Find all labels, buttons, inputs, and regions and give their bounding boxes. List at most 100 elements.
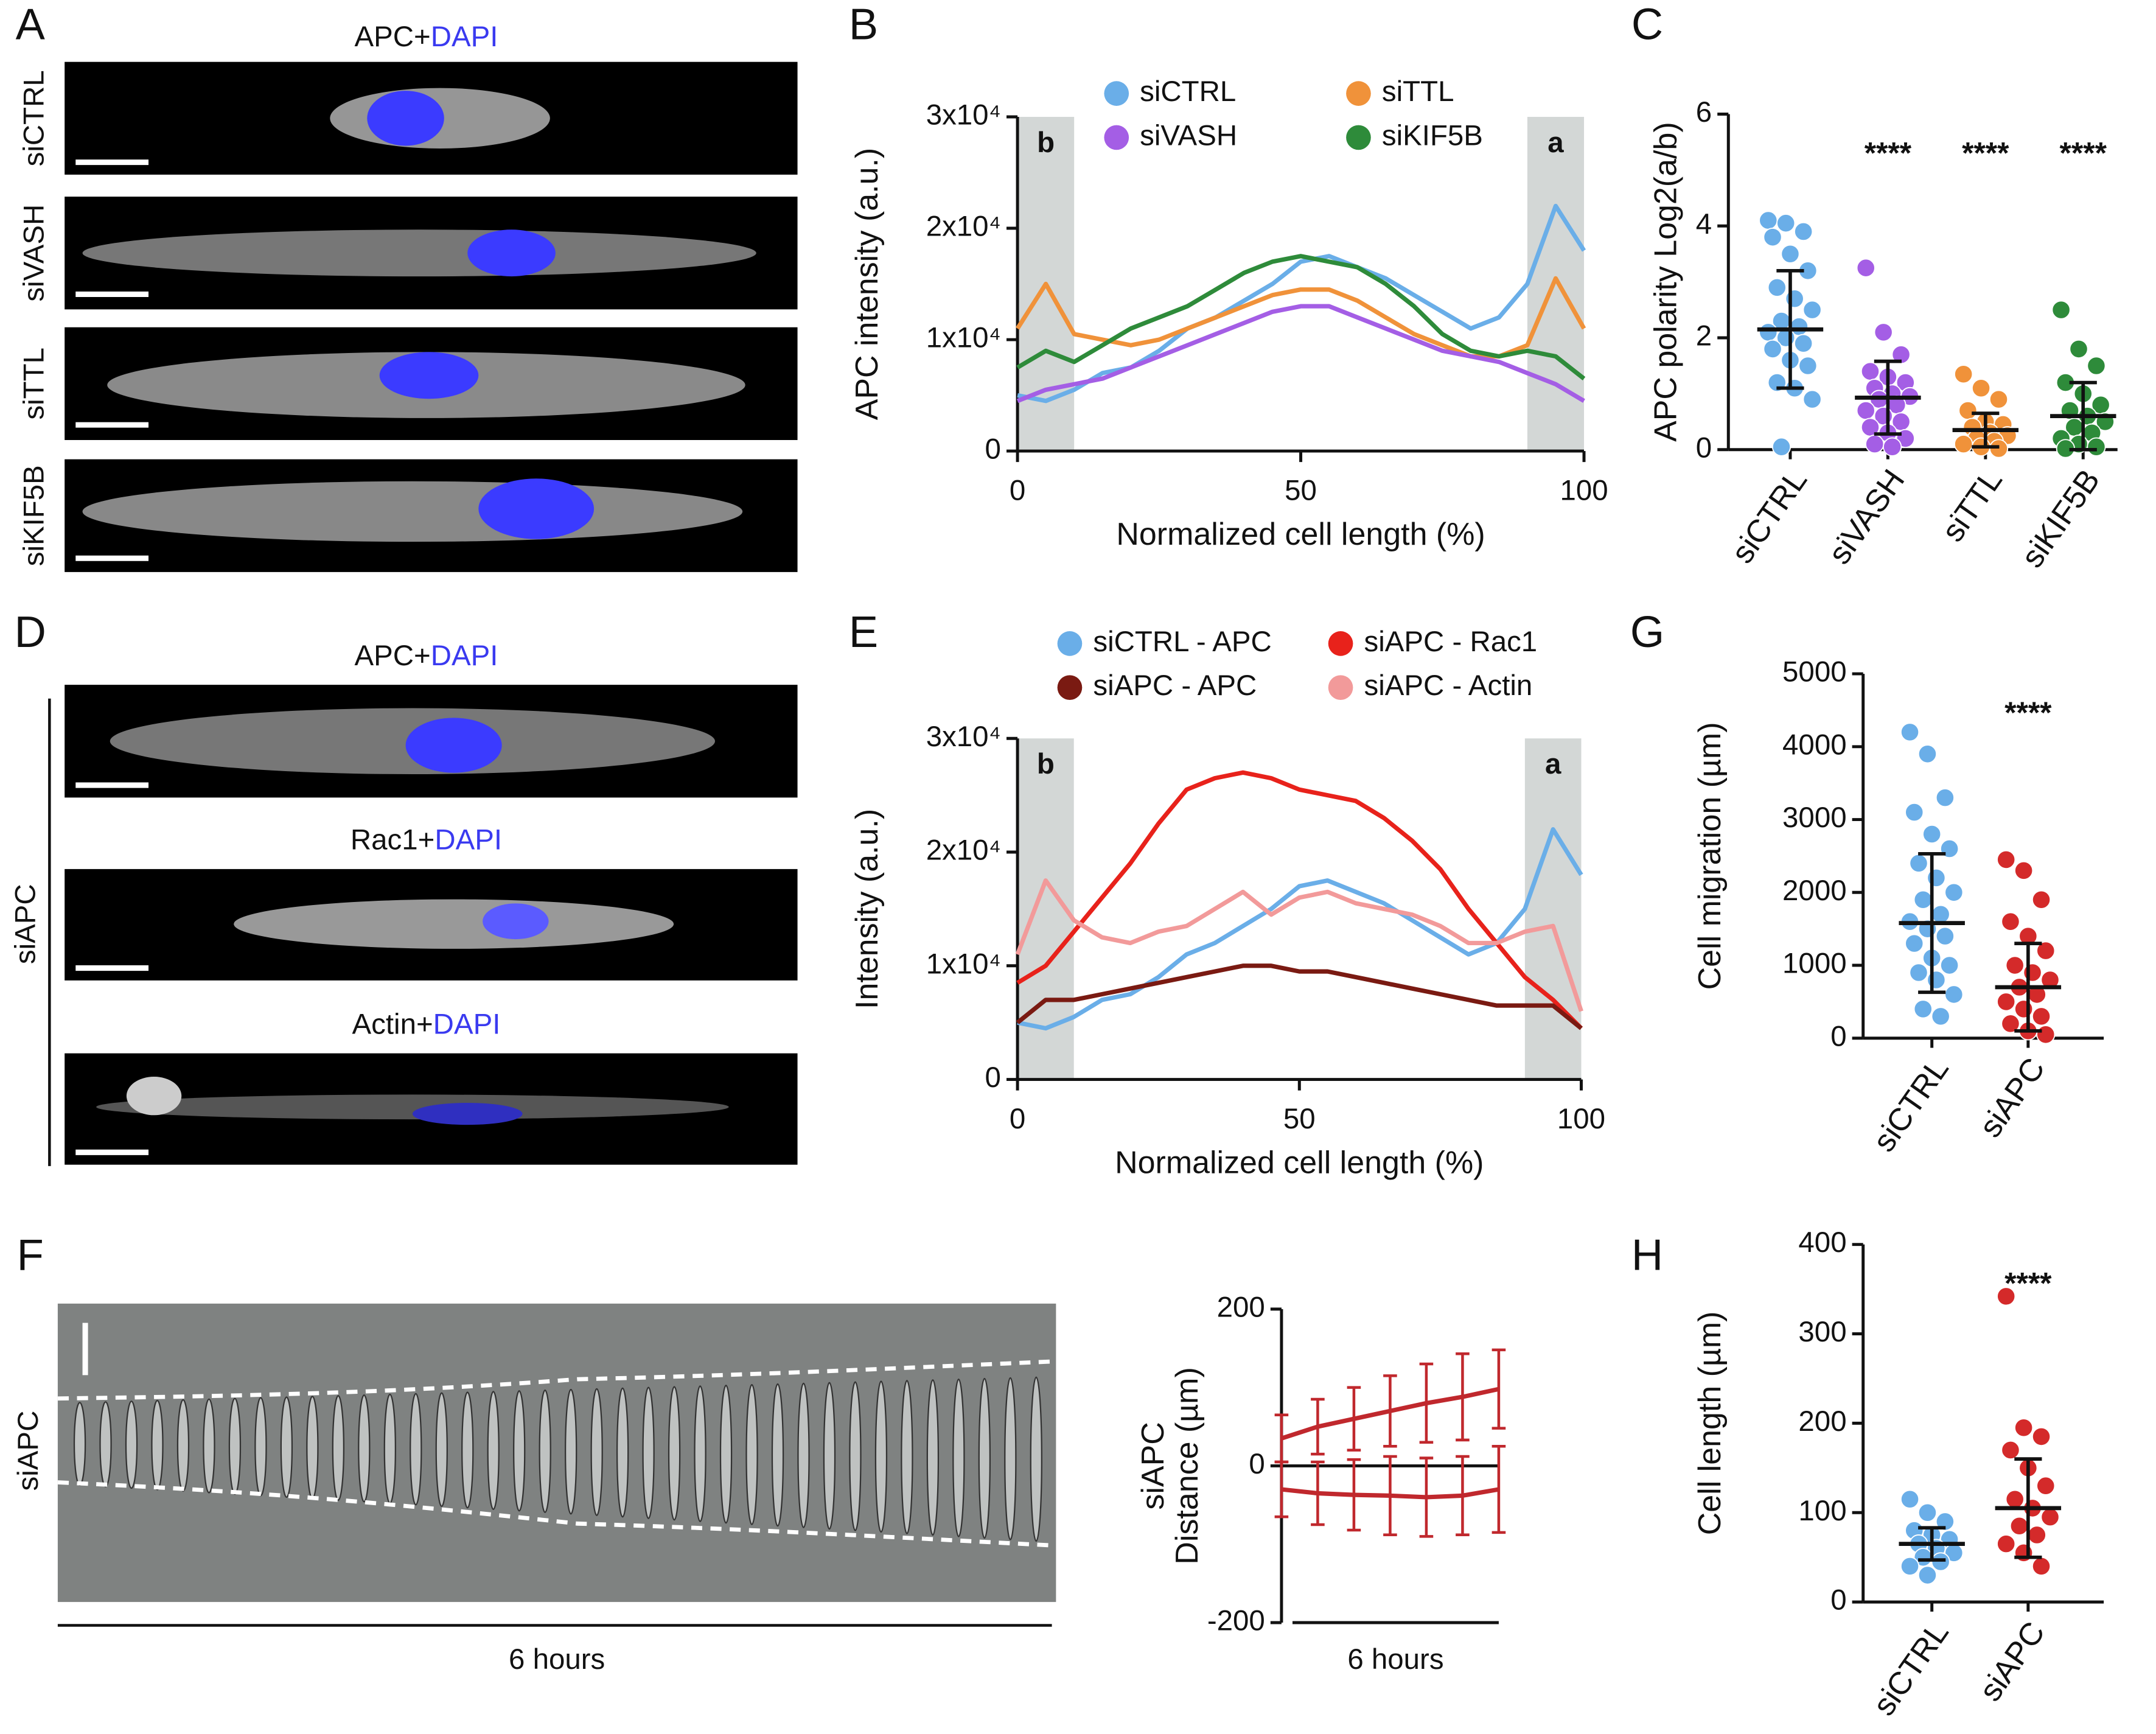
nucleus [412, 1102, 523, 1125]
dot [1785, 289, 1804, 309]
stain: Rac1+ [351, 823, 434, 856]
dot [2087, 437, 2106, 456]
dot [1771, 437, 1791, 456]
dot [2036, 1025, 2056, 1044]
y-tick-label: 3000 [1782, 802, 1847, 834]
y-tick-label: 200 [1217, 1291, 1265, 1323]
dot [1865, 435, 1885, 454]
dot [1883, 437, 1902, 456]
group-label: siAPC [10, 884, 42, 964]
dapi: DAPI [431, 21, 498, 53]
significance: **** [1962, 136, 2009, 170]
nucleus [467, 229, 556, 277]
y-tick-label: 2x10⁴ [926, 834, 1001, 867]
y-tick-label: -200 [1207, 1605, 1265, 1637]
dot [2001, 1014, 2020, 1033]
dot [1927, 868, 1946, 887]
significance: **** [1865, 136, 1912, 170]
dot [1944, 985, 1964, 1004]
error-bar [1456, 1352, 1470, 1442]
x-tick-label: 100 [1560, 474, 1608, 506]
sd-bar [1776, 268, 1804, 390]
legend-label: siVASH [1140, 119, 1237, 152]
nucleus [483, 903, 549, 940]
dot [1794, 334, 1813, 353]
panel-letter: B [849, 0, 878, 49]
panel-a-images: APC+DAPI siCTRL siVASH siTTL siKIF5B [18, 21, 798, 572]
legend-marker [1328, 631, 1353, 656]
y-tick-label: 0 [1249, 1448, 1265, 1480]
error-bar [1456, 1455, 1470, 1537]
y-tick-label: 6 [1696, 96, 1712, 128]
cell [82, 481, 743, 542]
time-label: 6 hours [509, 1643, 605, 1676]
dot [1927, 970, 1946, 990]
stain: APC+ [354, 21, 430, 53]
legend-label: siAPC - APC [1093, 669, 1257, 702]
y-tick-label: 0 [1696, 432, 1712, 464]
scale-bars [75, 159, 149, 561]
y-tick-label: 3x10⁴ [926, 99, 1001, 131]
x-tick-label: siKIF5B [2015, 463, 2107, 574]
legend-label: siCTRL [1140, 75, 1236, 108]
image-title: Actin+DAPI [352, 1008, 501, 1040]
nucleus [478, 478, 595, 539]
dot [1989, 390, 2009, 409]
dot [2001, 912, 2020, 931]
legend-label: siAPC - Actin [1364, 669, 1532, 702]
dot [2023, 963, 2042, 982]
y-tick-label: 4000 [1782, 729, 1847, 761]
legend-marker [1328, 675, 1353, 700]
sd-bar [1918, 852, 1946, 995]
dot [1971, 379, 1991, 398]
dapi: DAPI [433, 1008, 501, 1040]
y-tick-label: 1x10⁴ [926, 948, 1001, 980]
legend-marker [1104, 125, 1129, 150]
row-label: siTTL [18, 348, 50, 420]
y-tick-label: 2 [1696, 320, 1712, 352]
line [1017, 827, 1583, 1031]
y-tick-label: 0 [1830, 1584, 1846, 1617]
dot [1802, 300, 1822, 320]
legend-label: siCTRL - APC [1093, 626, 1271, 658]
x-tick-label: siTTL [1935, 463, 2009, 548]
cell-outline [57, 1359, 1056, 1401]
region-label: a [1545, 748, 1561, 780]
dot [1997, 1534, 2016, 1554]
x-axis-title: Normalized cell length (%) [1115, 1145, 1484, 1180]
dot [2027, 1525, 2046, 1545]
scale-bars [75, 782, 149, 1155]
dot [1776, 214, 1796, 233]
y-tick-label: 200 [1798, 1405, 1846, 1438]
dot [1935, 788, 1955, 808]
y-tick-label: 0 [985, 433, 1001, 466]
image-title: APC+DAPI [354, 639, 498, 671]
dot [1909, 963, 1928, 982]
dot [1913, 890, 1933, 909]
nucleus [367, 91, 444, 146]
dot [1997, 992, 2016, 1012]
region-label: a [1547, 127, 1564, 159]
row-label: siVASH [18, 205, 50, 302]
dot [1913, 999, 1933, 1019]
error-bar [1419, 1456, 1434, 1538]
y-group-label: siAPC [1136, 1422, 1171, 1509]
stain: APC+ [354, 639, 430, 671]
panel-letter: H [1631, 1231, 1663, 1279]
dot [1856, 258, 1875, 278]
panel-d-images: APC+DAPI Rac1+DAPI Actin+DAPI siAPC [10, 639, 798, 1166]
y-tick-label: 4 [1696, 208, 1712, 240]
dot [1856, 400, 1875, 421]
cell-edge [126, 1077, 182, 1116]
dot [1935, 926, 1955, 946]
x-tick-label: siAPC [1973, 1052, 2052, 1144]
y-tick-label: 0 [1830, 1020, 1846, 1052]
dapi: DAPI [431, 639, 498, 671]
line [1015, 878, 1583, 1012]
y-axis-title: APC polarity Log2(a/b) [1648, 122, 1684, 442]
row-label: siCTRL [18, 70, 50, 166]
dot [2001, 1440, 2020, 1460]
dot [2031, 890, 2051, 909]
sd-bar [1972, 411, 2000, 449]
